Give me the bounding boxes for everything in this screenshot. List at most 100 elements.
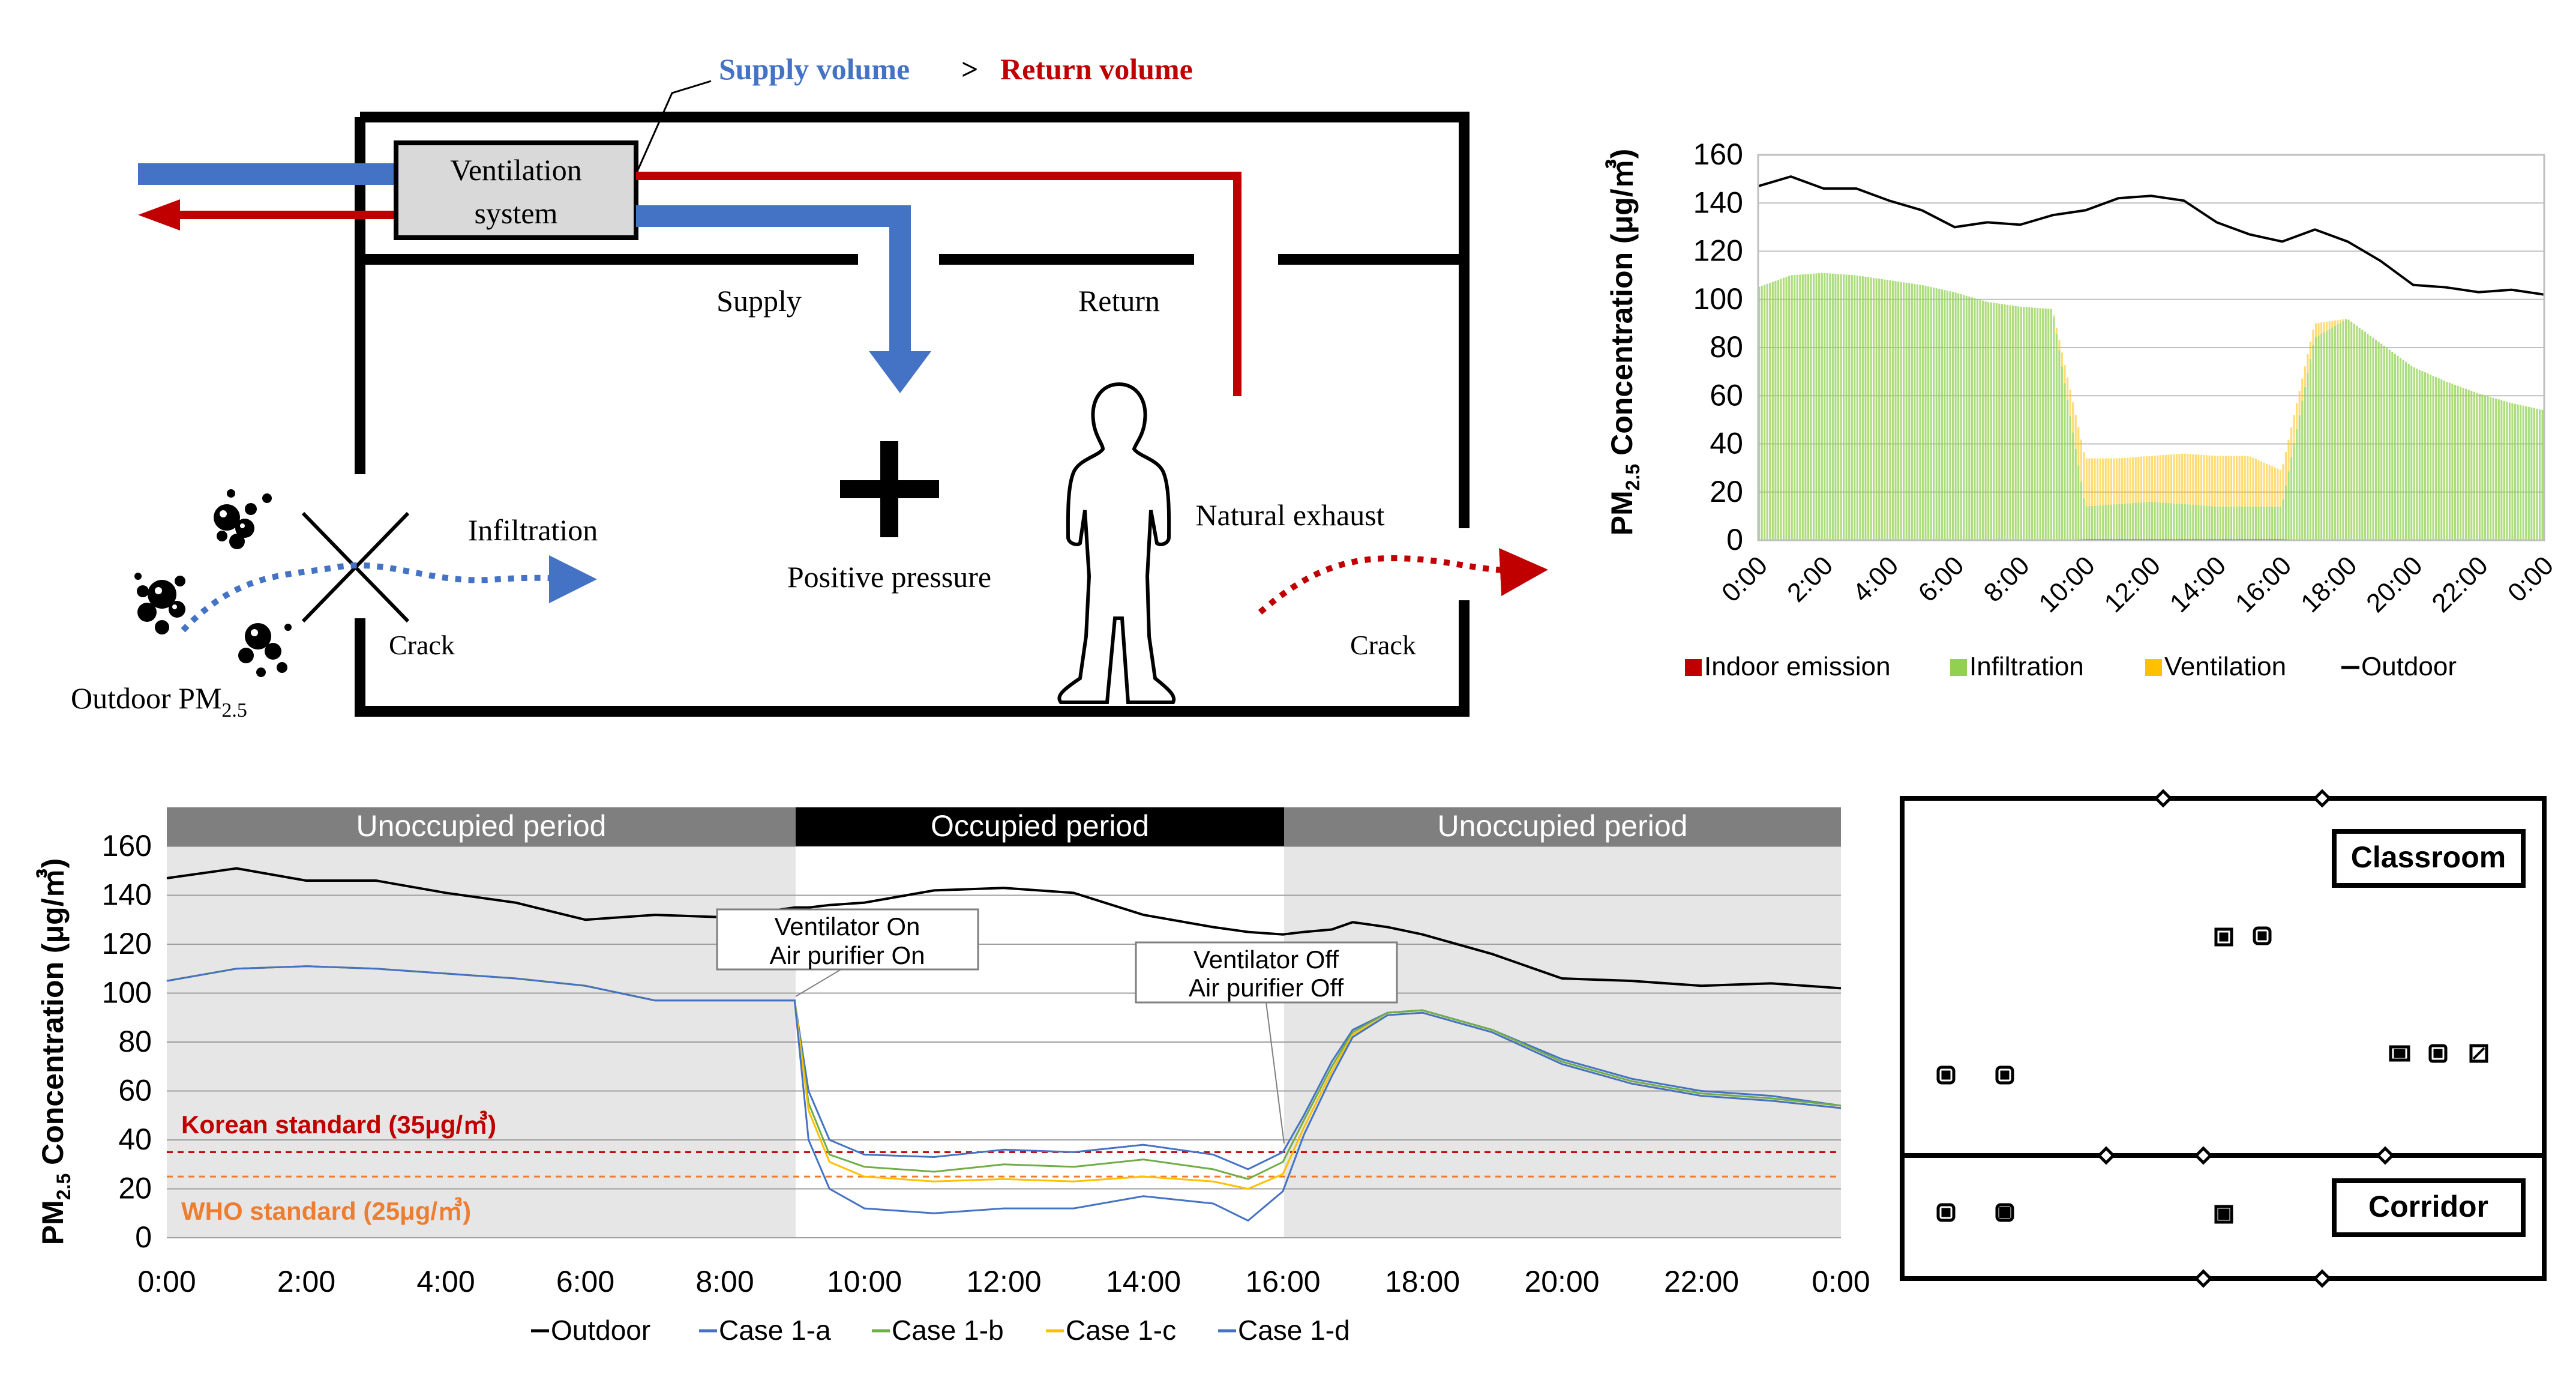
infiltration-bar — [2517, 404, 2519, 540]
infiltration-bar — [1801, 274, 1804, 540]
infiltration-bar — [1921, 285, 1924, 540]
infiltration-bar — [1777, 280, 1780, 540]
ventilation-bar — [2296, 403, 2298, 430]
sensor-icons — [1936, 926, 2488, 1224]
callout-off-box — [1135, 941, 1398, 1004]
infiltration-bar — [2227, 506, 2230, 540]
infiltration-bar — [2143, 502, 2145, 540]
supply-volume-label: Supply volume — [719, 52, 910, 86]
infiltration-bar — [2200, 505, 2203, 540]
ventilation-bar — [2113, 458, 2115, 505]
infiltration-bar — [1843, 274, 1845, 540]
infiltration-bar — [2094, 505, 2096, 540]
particle-highlights — [155, 510, 258, 636]
infiltration-bar — [2194, 505, 2197, 540]
chart-bottom-ylabel: PM2.5 Concentration (μg/㎥) — [36, 858, 74, 1245]
infiltration-label: Infiltration — [468, 513, 598, 547]
chart-bottom-xtick-labels: 0:00 2:00 4:00 6:00 8:00 10:00 12:00 14:00 16:00… — [137, 1265, 1870, 1298]
infiltration-bar — [2481, 394, 2484, 540]
infiltration-bar — [2097, 505, 2099, 540]
infiltration-bar — [1859, 276, 1861, 540]
infiltration-bar — [2358, 327, 2361, 540]
infiltration-bar — [2323, 332, 2325, 540]
infiltration-bar — [2372, 337, 2374, 540]
infiltration-bar — [2317, 335, 2320, 540]
infiltration-bar — [2140, 502, 2142, 540]
chart-top-bars — [1758, 273, 2544, 540]
chart-top-ytick-label: 100 — [1693, 282, 1743, 316]
ventilation-bar — [2069, 390, 2071, 417]
infiltration-bar — [2178, 504, 2181, 540]
infiltration-bar — [2334, 325, 2336, 540]
chart-bottom-legend: Outdoor Case 1-a Case 1-b Case 1-c Case … — [531, 1315, 1350, 1346]
infiltration-bar — [2448, 382, 2451, 540]
infiltration-bar — [2467, 390, 2470, 540]
infiltration-bar — [2410, 366, 2413, 540]
infiltration-bar — [2053, 317, 2055, 540]
ventilation-bar — [2137, 457, 2140, 503]
ventilation-diagram: Supply volume > Return volume Ventilatio… — [71, 52, 1548, 722]
infiltration-bar — [2386, 348, 2388, 540]
legend-b-case-b-label: Case 1-b — [892, 1315, 1004, 1346]
ventilation-bar — [2104, 458, 2107, 505]
ventilation-bar — [2208, 455, 2211, 506]
infiltration-bar — [2536, 408, 2538, 540]
period-bar-unoccupied-2 — [1284, 807, 1841, 846]
callout-on-line-1: Ventilator On — [775, 912, 920, 941]
infiltration-bar — [2487, 396, 2489, 540]
legend-ventilation-swatch — [2145, 659, 2162, 676]
infiltration-bar — [2236, 506, 2238, 540]
infiltration-bar — [2344, 319, 2347, 540]
chart-top-ytick-label: 80 — [1710, 330, 1743, 364]
series-line-case-1-d — [166, 965, 1842, 1222]
infiltration-bar — [2339, 322, 2342, 540]
ventilation-bar — [2323, 322, 2325, 333]
chart-top-ytick-labels: 0 20 40 60 80 100 120 140 160 — [1693, 137, 1743, 556]
infiltration-bar — [2424, 372, 2427, 540]
chart-bottom-ytick-label: 20 — [118, 1172, 152, 1205]
infiltration-bar — [1831, 273, 1834, 540]
infiltration-bar — [2320, 334, 2323, 540]
ventilation-bar — [2328, 321, 2331, 330]
infiltration-bar — [2293, 443, 2295, 540]
infiltration-bar — [1965, 295, 1968, 540]
ventilation-bar — [2094, 458, 2096, 506]
infiltration-bar — [2050, 309, 2052, 540]
infiltration-bar — [1963, 295, 1965, 540]
infiltration-bar — [2238, 506, 2241, 540]
return-volume-label: Return volume — [1000, 52, 1193, 86]
infiltration-bar — [1782, 277, 1785, 540]
chart-bottom-xtick-label: 16:00 — [1245, 1265, 1320, 1298]
ventilation-bar — [2124, 457, 2126, 504]
return-duct — [636, 172, 1241, 396]
infiltration-bar — [2099, 505, 2101, 540]
infiltration-bar — [2495, 398, 2497, 540]
infiltration-bar — [2492, 397, 2494, 540]
infiltration-bar — [2020, 306, 2022, 540]
ventilation-bar — [2219, 456, 2221, 507]
ventilation-bar — [2194, 454, 2197, 505]
infiltration-bar — [2006, 304, 2009, 540]
infiltration-bar — [2121, 504, 2124, 540]
infiltration-bar — [1911, 283, 1913, 540]
infiltration-bar — [2443, 381, 2445, 540]
chart-top-ytick-label: 160 — [1693, 137, 1743, 171]
chart-bottom: Unoccupied period Occupied period Unoccu… — [36, 807, 1870, 1346]
chart-bottom-ytick-label: 40 — [118, 1122, 152, 1156]
infiltration-bar — [1914, 284, 1916, 540]
chart-top-xtick-label: 20:00 — [2361, 550, 2428, 618]
ventilation-bar — [2263, 462, 2265, 507]
infiltration-bar — [2514, 403, 2517, 540]
infiltration-bar — [2118, 504, 2121, 540]
infiltration-bar — [1897, 281, 1900, 540]
infiltration-bar — [2350, 321, 2353, 540]
ventilation-bar — [2192, 454, 2194, 505]
infiltration-bar — [2473, 391, 2475, 540]
ventilation-bar — [2115, 458, 2118, 504]
infiltration-bar — [1935, 288, 1938, 540]
chart-bottom-ytick-label: 80 — [118, 1025, 152, 1058]
infiltration-bar — [2064, 383, 2066, 540]
infiltration-bar — [1908, 283, 1911, 540]
infiltration-bar — [2102, 505, 2104, 540]
